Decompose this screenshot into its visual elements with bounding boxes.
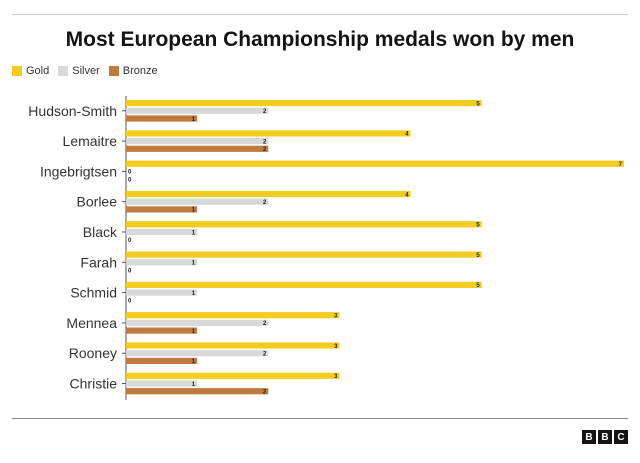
bar-gold-schmid [126,281,482,288]
data-label-bronze-schmid: 0 [128,299,132,305]
category-label-farah: Farah [80,254,117,270]
data-label-silver-lemaitre: 2 [263,139,267,145]
data-label-bronze-borlee: 1 [192,208,196,214]
bar-bronze-borlee [126,206,198,213]
data-label-bronze-mennea: 1 [192,329,196,335]
legend-item-bronze: Bronze [108,65,158,77]
bar-silver-schmid [126,289,198,296]
bar-bronze-rooney [126,357,198,364]
data-label-silver-christie: 1 [192,382,196,388]
data-label-gold-black: 5 [476,223,480,229]
bar-silver-hudson-smith [126,107,269,114]
bar-bronze-lemaitre [126,145,269,152]
data-label-bronze-hudson-smith: 1 [192,117,196,123]
bar-gold-hudson-smith [126,100,482,107]
bbc-logo-letter-2: B [598,430,612,444]
bar-silver-rooney [126,350,269,357]
data-label-gold-lemaitre: 4 [405,132,409,138]
bbc-logo-letter-3: C [614,430,628,444]
data-label-gold-borlee: 4 [405,192,409,198]
category-label-mennea: Mennea [66,315,117,331]
bar-silver-lemaitre [126,138,269,145]
data-label-silver-farah: 1 [192,261,196,267]
bar-gold-christie [126,372,340,379]
bar-silver-mennea [126,319,269,326]
data-label-bronze-ingebrigtsen: 0 [128,177,132,183]
legend-label-silver: Silver [72,65,100,77]
category-label-hudson-smith: Hudson-Smith [28,103,117,119]
chart-title: Most European Championship medals won by… [65,28,575,51]
bar-gold-borlee [126,190,411,198]
bar-bronze-mennea [126,327,198,334]
bar-silver-farah [126,259,198,266]
bbc-logo-letter-1: B [582,430,596,444]
category-label-ingebrigtsen: Ingebrigtsen [40,163,117,179]
data-label-gold-schmid: 5 [476,283,480,289]
legend-swatch-silver [58,66,69,76]
data-label-gold-farah: 5 [476,253,480,259]
category-label-borlee: Borlee [77,194,118,210]
data-label-silver-black: 1 [192,230,196,236]
top-rule [12,14,628,15]
legend-swatch-gold [12,66,22,76]
data-label-gold-hudson-smith: 5 [476,101,480,107]
bar-gold-ingebrigtsen [126,160,624,167]
bar-silver-borlee [126,198,269,205]
data-label-gold-rooney: 3 [334,344,338,350]
bar-gold-black [126,221,482,228]
bar-gold-lemaitre [126,130,411,137]
data-label-silver-ingebrigtsen: 0 [128,170,132,176]
data-label-silver-schmid: 1 [192,291,196,297]
data-label-silver-rooney: 2 [263,352,267,358]
category-label-rooney: Rooney [69,345,117,361]
data-label-bronze-lemaitre: 2 [263,147,267,153]
data-label-gold-christie: 3 [334,374,338,380]
data-label-gold-mennea: 3 [334,314,338,320]
legend-label-bronze: Bronze [122,65,158,77]
legend-item-silver: Silver [58,65,100,77]
bar-gold-rooney [126,342,340,349]
category-label-schmid: Schmid [70,285,117,301]
bbc-logo: B B C [580,430,628,444]
data-label-silver-borlee: 2 [263,200,267,206]
data-label-bronze-black: 0 [128,238,132,244]
legend-item-gold: Gold [12,65,49,77]
bar-bronze-christie [126,388,269,395]
category-label-christie: Christie [70,376,118,392]
legend-swatch-bronze [108,66,119,76]
category-label-lemaitre: Lemaitre [63,133,118,149]
data-label-bronze-farah: 0 [128,268,132,274]
data-label-bronze-rooney: 1 [192,359,196,365]
legend: Gold Silver Bronze [12,65,167,77]
legend-label-gold: Gold [26,65,50,77]
bar-silver-black [126,228,198,236]
data-label-silver-mennea: 2 [263,321,267,327]
data-label-silver-hudson-smith: 2 [263,109,267,115]
bar-bronze-hudson-smith [126,115,198,122]
bar-gold-farah [126,251,482,258]
bar-silver-christie [126,380,198,387]
bottom-rule [12,418,628,419]
bar-gold-mennea [126,312,340,319]
data-label-bronze-christie: 2 [263,390,267,396]
category-label-black: Black [83,224,118,240]
data-label-gold-ingebrigtsen: 7 [619,162,623,168]
